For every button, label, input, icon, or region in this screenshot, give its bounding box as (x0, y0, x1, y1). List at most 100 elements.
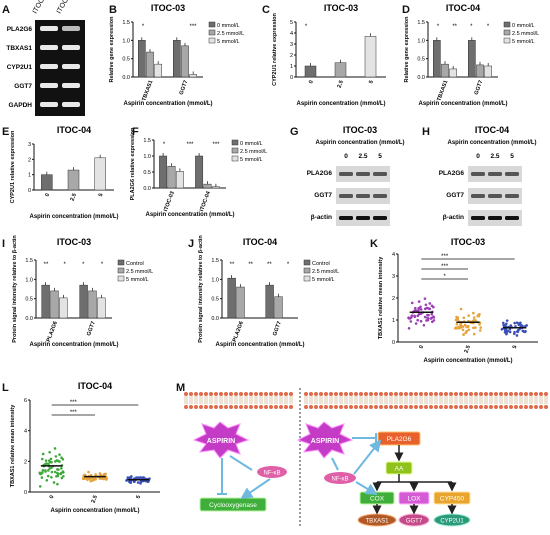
data-point (58, 453, 61, 456)
y-tick-label: 0.0 (211, 316, 219, 322)
data-point (467, 314, 470, 317)
blot-lane-label: 2.5 (358, 153, 367, 160)
data-point (102, 477, 106, 481)
inhibit-edge (331, 457, 339, 471)
data-point (41, 468, 45, 472)
membrane-lipid (244, 392, 248, 396)
data-point (457, 325, 461, 329)
activate-edge (353, 439, 382, 475)
membrane-lipid (319, 405, 323, 409)
data-point (59, 471, 63, 475)
y-tick-label: 5 (290, 20, 293, 26)
blot-band (339, 172, 353, 176)
bar (41, 284, 50, 319)
data-point (413, 306, 417, 310)
data-point (38, 485, 42, 488)
bar (79, 284, 88, 319)
chart-title: ITOC-04 (78, 381, 112, 391)
membrane-lipid (254, 405, 258, 409)
membrane-lipid (399, 405, 403, 409)
y-tick-label: 1.0 (417, 38, 425, 44)
data-point (455, 322, 459, 326)
legend-label: Control (126, 261, 144, 267)
cyp2u1-label: CYP2U1 (440, 519, 464, 525)
membrane-lipid (409, 392, 413, 396)
y-tick-label: 4 (24, 429, 27, 435)
membrane-lipid (514, 405, 518, 409)
membrane-lipid (444, 405, 448, 409)
membrane-lipid (354, 405, 358, 409)
membrane-lipid (469, 392, 473, 396)
x-tick-label: 2.5 (70, 193, 78, 202)
y-tick-label: 3 (290, 42, 293, 48)
legend-swatch (303, 267, 311, 274)
membrane-lipid (224, 405, 228, 409)
cyp450-label: CYP450 (440, 496, 465, 503)
data-point (50, 476, 53, 479)
data-point (462, 333, 465, 336)
gel-band (40, 64, 58, 69)
legend-swatch (117, 259, 125, 266)
bar (173, 40, 181, 78)
y-tick-label: 0.5 (417, 57, 425, 63)
data-point (430, 316, 433, 320)
membrane-lipid (524, 392, 528, 396)
aspirin-starburst (192, 421, 250, 459)
significance-mark: * (287, 262, 290, 268)
data-point (50, 470, 54, 474)
membrane-lipid (494, 405, 498, 409)
data-point (56, 474, 60, 478)
membrane-lipid (404, 405, 408, 409)
membrane-lipid (464, 405, 468, 409)
cox-label: COX (370, 496, 385, 503)
blot-lane-label: 0 (344, 153, 348, 160)
data-point (47, 469, 50, 472)
chart-title: ITOC-03 (451, 237, 485, 247)
data-point (135, 476, 138, 480)
membrane-lipid (259, 405, 263, 409)
membrane-lipid (229, 405, 233, 409)
gel-band (40, 83, 58, 88)
bar (265, 284, 274, 319)
blot-lane-label: 5 (378, 153, 382, 160)
significance-mark: *** (441, 254, 449, 260)
bar (175, 171, 184, 189)
data-point (462, 316, 466, 320)
y-axis-label: Relative gene expression (404, 16, 410, 83)
y-tick-label: 1.5 (417, 20, 425, 26)
membrane-lipid (469, 405, 473, 409)
data-point (472, 332, 476, 336)
nfkb-node (257, 466, 287, 478)
y-tick-label: 0.0 (122, 75, 130, 81)
membrane-lipid (189, 405, 193, 409)
membrane-lipid (484, 405, 488, 409)
legend-swatch (303, 275, 311, 282)
blot-band (488, 172, 502, 176)
y-tick-label: 1.5 (143, 138, 151, 144)
x-axis-label: Aspirin concentration (mmol/L) (418, 101, 507, 107)
legend-label: Control (312, 261, 330, 267)
membrane-lipid (414, 392, 418, 396)
data-point (474, 319, 477, 322)
bar (304, 65, 317, 78)
nfkb-label: NF-κB (332, 477, 349, 483)
membrane-lipid (409, 405, 413, 409)
membrane-lipid (209, 405, 213, 409)
membrane-lipid (359, 405, 363, 409)
y-tick-label: 2 (24, 459, 27, 465)
y-tick-label: 1.0 (143, 154, 151, 160)
data-point (521, 329, 525, 333)
bar (433, 40, 441, 78)
bar (59, 297, 68, 319)
blot-row-label: β-actin (443, 214, 464, 221)
membrane-lipid (509, 405, 513, 409)
blot-band (339, 216, 353, 220)
bar (181, 45, 189, 78)
legend-label: 0 mmol/L (217, 23, 240, 29)
blot-band (373, 194, 387, 198)
y-tick-label: 0.5 (122, 57, 130, 63)
membrane-lipid (269, 405, 273, 409)
membrane-lipid (534, 405, 538, 409)
panel-e: E ITOC-04 0 1 2 3 CYP2U1 relative expression A… (0, 122, 125, 230)
data-point (54, 455, 58, 458)
